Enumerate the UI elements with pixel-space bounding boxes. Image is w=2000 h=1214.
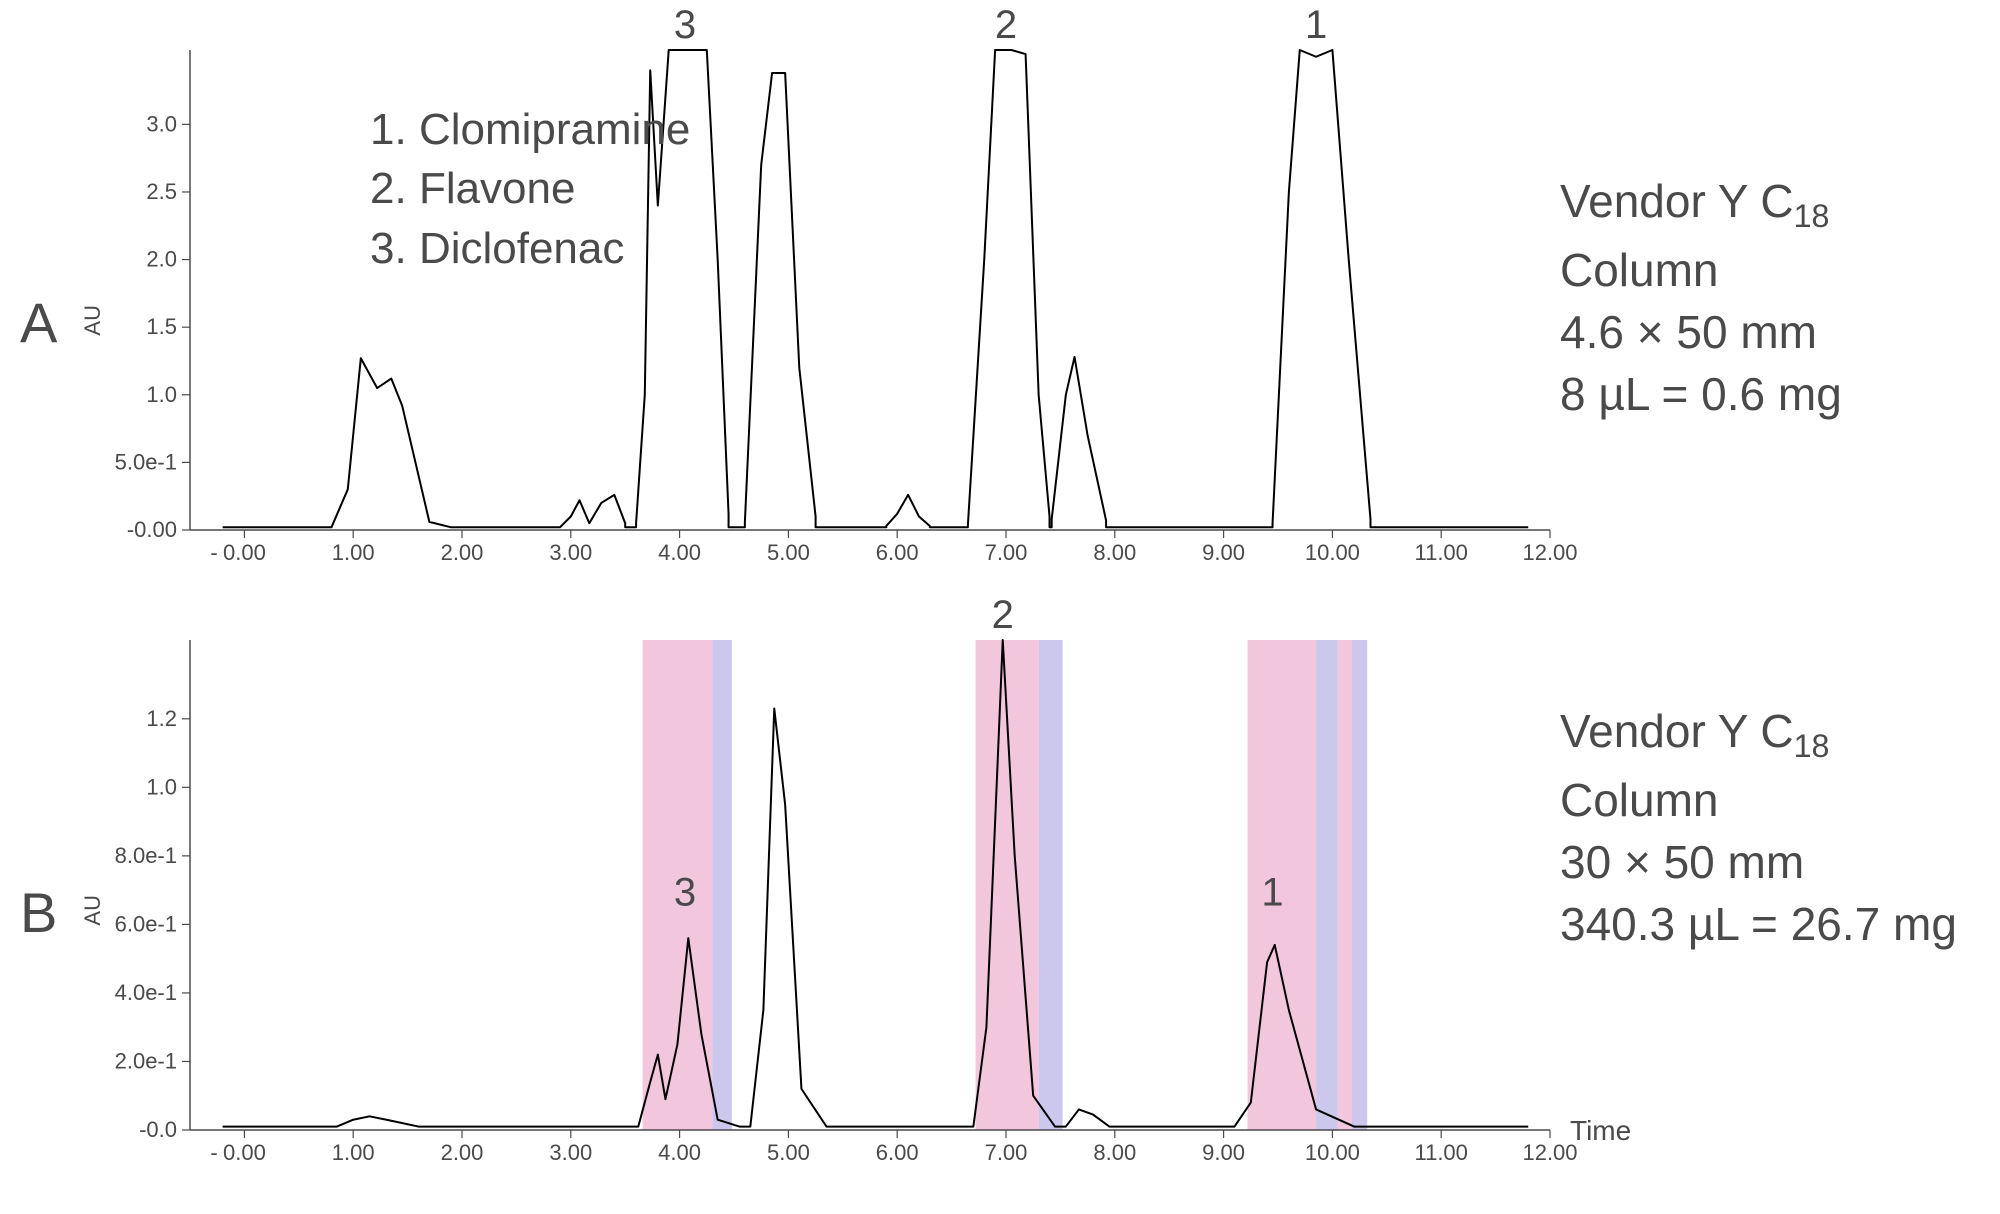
svg-text:Time: Time bbox=[1570, 1115, 1631, 1146]
legend-item: 2. Flavone bbox=[370, 159, 690, 218]
svg-text:3: 3 bbox=[674, 3, 696, 47]
info-line: Vendor Y C18 Column bbox=[1560, 170, 2000, 301]
svg-text:6.0e-1: 6.0e-1 bbox=[115, 911, 177, 936]
panel-b-ylabel: AU bbox=[80, 895, 106, 926]
svg-text:0.00: 0.00 bbox=[223, 1140, 266, 1165]
svg-text:12.00: 12.00 bbox=[1522, 540, 1577, 565]
panel-a-label: A bbox=[20, 290, 57, 355]
svg-text:8.00: 8.00 bbox=[1093, 1140, 1136, 1165]
svg-text:-0.00: -0.00 bbox=[127, 517, 177, 542]
svg-text:5.0e-1: 5.0e-1 bbox=[115, 449, 177, 474]
svg-text:9.00: 9.00 bbox=[1202, 1140, 1245, 1165]
svg-text:10.00: 10.00 bbox=[1305, 540, 1360, 565]
svg-text:1.2: 1.2 bbox=[146, 706, 177, 731]
info-line: 4.6 × 50 mm bbox=[1560, 301, 2000, 363]
chromatogram-a: -0.00 5.0e-1 1.0 1.5 2.0 2.5 3.0 0.00 1.00 2.00 3.… bbox=[100, 30, 1550, 590]
legend-item: 3. Diclofenac bbox=[370, 219, 690, 278]
svg-text:2.00: 2.00 bbox=[441, 1140, 484, 1165]
svg-text:1.00: 1.00 bbox=[332, 540, 375, 565]
svg-text:1.0: 1.0 bbox=[146, 382, 177, 407]
svg-text:4.00: 4.00 bbox=[658, 540, 701, 565]
svg-text:11.00: 11.00 bbox=[1414, 540, 1467, 565]
svg-text:10.00: 10.00 bbox=[1305, 1140, 1360, 1165]
svg-text:1.0: 1.0 bbox=[146, 774, 177, 799]
svg-text:4.00: 4.00 bbox=[658, 1140, 701, 1165]
panel-a-ylabel: AU bbox=[80, 305, 106, 336]
svg-text:3.00: 3.00 bbox=[549, 1140, 592, 1165]
svg-text:8.0e-1: 8.0e-1 bbox=[115, 843, 177, 868]
svg-text:3.00: 3.00 bbox=[549, 540, 592, 565]
info-a: Vendor Y C18 Column 4.6 × 50 mm 8 µL = 0… bbox=[1560, 170, 2000, 425]
svg-text:2: 2 bbox=[995, 3, 1017, 47]
info-line: 30 × 50 mm bbox=[1560, 831, 2000, 893]
legend-item: 1. Clomipramine bbox=[370, 100, 690, 159]
svg-text:4.0e-1: 4.0e-1 bbox=[115, 980, 177, 1005]
svg-text:3: 3 bbox=[674, 871, 696, 915]
svg-text:6.00: 6.00 bbox=[876, 1140, 919, 1165]
svg-text:2.0e-1: 2.0e-1 bbox=[115, 1048, 177, 1073]
svg-text:-: - bbox=[210, 540, 217, 565]
panel-b-label: B bbox=[20, 880, 57, 945]
chromatogram-b: -0.0 2.0e-1 4.0e-1 6.0e-1 8.0e-1 1.0 1.2 0.00 1.… bbox=[100, 620, 1550, 1190]
panel-a: A AU -0.005.0e-11.01.52.02.53.00.001.002… bbox=[100, 30, 1550, 590]
svg-text:2.5: 2.5 bbox=[146, 179, 177, 204]
info-line: 340.3 µL = 26.7 mg bbox=[1560, 893, 2000, 955]
svg-text:11.00: 11.00 bbox=[1414, 1140, 1467, 1165]
svg-text:7.00: 7.00 bbox=[985, 540, 1028, 565]
svg-text:0.00: 0.00 bbox=[223, 540, 266, 565]
svg-text:-0.0: -0.0 bbox=[139, 1117, 177, 1142]
svg-text:3.0: 3.0 bbox=[146, 111, 177, 136]
svg-text:1.00: 1.00 bbox=[332, 1140, 375, 1165]
info-line: Vendor Y C18 Column bbox=[1560, 700, 2000, 831]
panel-b: B AU -0.02.0e-14.0e-16.0e-18.0e-11.01.20… bbox=[100, 620, 1550, 1190]
svg-text:8.00: 8.00 bbox=[1093, 540, 1136, 565]
svg-text:1: 1 bbox=[1261, 871, 1283, 915]
svg-text:1: 1 bbox=[1305, 3, 1327, 47]
svg-text:9.00: 9.00 bbox=[1202, 540, 1245, 565]
svg-text:5.00: 5.00 bbox=[767, 1140, 810, 1165]
svg-text:2.0: 2.0 bbox=[146, 247, 177, 272]
svg-text:7.00: 7.00 bbox=[985, 1140, 1028, 1165]
compound-legend: 1. Clomipramine 2. Flavone 3. Diclofenac bbox=[370, 100, 690, 278]
svg-text:1.5: 1.5 bbox=[146, 314, 177, 339]
svg-text:6.00: 6.00 bbox=[876, 540, 919, 565]
svg-text:2: 2 bbox=[992, 593, 1014, 637]
svg-text:5.00: 5.00 bbox=[767, 540, 810, 565]
info-line: 8 µL = 0.6 mg bbox=[1560, 363, 2000, 425]
svg-text:-: - bbox=[210, 1140, 217, 1165]
info-b: Vendor Y C18 Column 30 × 50 mm 340.3 µL … bbox=[1560, 700, 2000, 955]
svg-text:2.00: 2.00 bbox=[441, 540, 484, 565]
